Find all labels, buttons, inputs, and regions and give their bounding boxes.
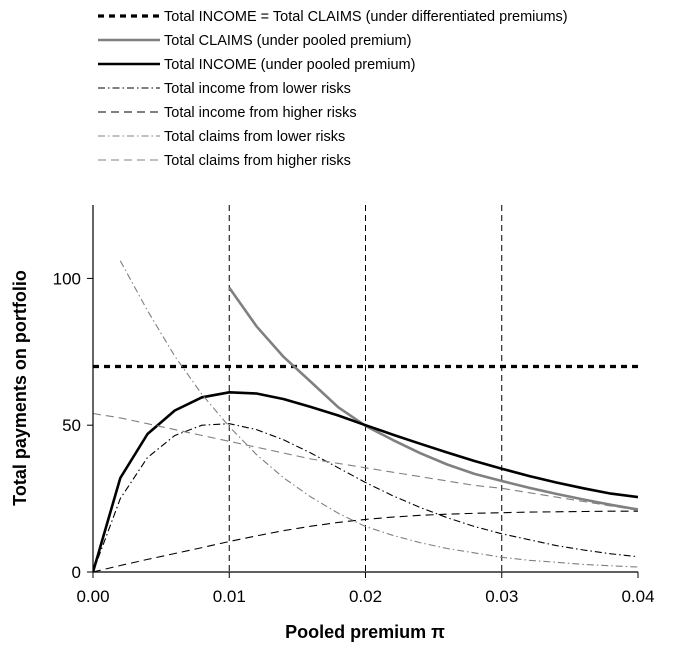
x-tick-label: 0.01 bbox=[213, 587, 246, 606]
series-line-3 bbox=[93, 391, 638, 572]
legend-label: Total claims from higher risks bbox=[164, 153, 351, 169]
legend-item: Total claims from higher risks bbox=[98, 153, 351, 169]
legend-item: Total INCOME = Total CLAIMS (under diffe… bbox=[98, 9, 568, 25]
legend-label: Total income from lower risks bbox=[164, 81, 351, 97]
legend-item: Total CLAIMS (under pooled premium) bbox=[98, 33, 411, 49]
x-tick-label: 0.04 bbox=[621, 587, 654, 606]
legend-item: Total income from higher risks bbox=[98, 105, 357, 121]
x-tick-label: 0.03 bbox=[485, 587, 518, 606]
legend-label: Total INCOME = Total CLAIMS (under diffe… bbox=[164, 9, 568, 25]
series-lines bbox=[93, 260, 638, 572]
series-line-5 bbox=[93, 510, 638, 572]
legend-label: Total CLAIMS (under pooled premium) bbox=[164, 33, 411, 49]
y-tick-label: 100 bbox=[53, 269, 81, 288]
y-axis-label: Total payments on portfolio bbox=[10, 270, 30, 506]
series-line-7 bbox=[93, 412, 638, 511]
legend-label: Total income from higher risks bbox=[164, 105, 357, 121]
axes: 0.00 0.01 0.02 0.03 0.04 0 50 100 bbox=[53, 205, 655, 606]
y-tick-label: 0 bbox=[72, 563, 81, 582]
legend-label: Total claims from lower risks bbox=[164, 129, 345, 145]
x-axis-label: Pooled premium π bbox=[285, 622, 445, 642]
series-line-2 bbox=[228, 287, 638, 511]
reference-lines bbox=[228, 205, 503, 572]
legend-label: Total INCOME (under pooled premium) bbox=[164, 57, 415, 73]
legend: Total INCOME = Total CLAIMS (under diffe… bbox=[98, 9, 568, 169]
legend-item: Total income from lower risks bbox=[98, 81, 351, 97]
legend-item: Total claims from lower risks bbox=[98, 129, 345, 145]
series-line-6 bbox=[119, 260, 638, 568]
legend-item: Total INCOME (under pooled premium) bbox=[98, 57, 415, 73]
y-tick-label: 50 bbox=[62, 416, 81, 435]
x-tick-label: 0.02 bbox=[349, 587, 382, 606]
series-line-4 bbox=[93, 423, 638, 572]
x-tick-label: 0.00 bbox=[76, 587, 109, 606]
